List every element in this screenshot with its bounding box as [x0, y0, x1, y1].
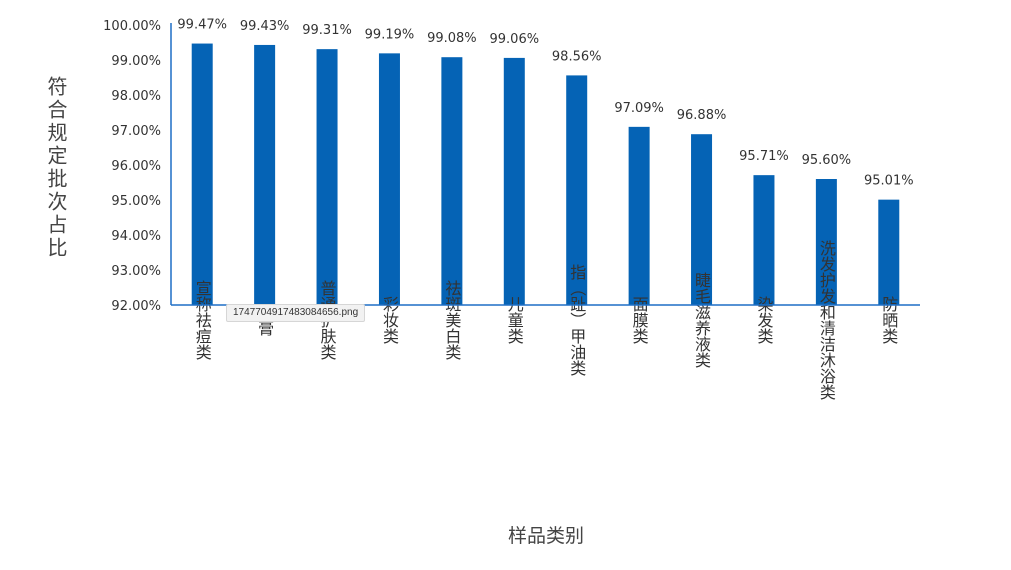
- category-labels: 宣称祛痘类牙膏普通护肤类彩妆类祛斑美白类儿童类指（趾）甲油类面膜类睫毛滋养液类染…: [193, 240, 899, 400]
- category-label: 儿童类: [505, 296, 524, 344]
- y-tick-label: 100.00%: [103, 19, 161, 34]
- bar: [503, 57, 525, 306]
- bar: [878, 199, 900, 305]
- data-label: 97.09%: [614, 101, 664, 116]
- bar: [566, 75, 588, 306]
- bar: [378, 53, 400, 305]
- category-label: 宣称祛痘类: [193, 280, 212, 360]
- y-tick-label: 99.00%: [111, 54, 161, 69]
- data-label: 95.71%: [739, 149, 789, 164]
- y-tick-label: 98.00%: [111, 89, 161, 104]
- y-tick-label: 96.00%: [111, 159, 161, 174]
- bar: [254, 44, 276, 305]
- data-label: 99.43%: [240, 19, 290, 34]
- bar: [815, 179, 837, 305]
- bar: [628, 126, 650, 305]
- bars: [191, 43, 900, 306]
- y-axis-ticks: 92.00% 93.00% 94.00% 95.00% 96.00% 97.00% 98.0…: [103, 19, 161, 314]
- data-label: 99.47%: [177, 18, 227, 33]
- bar: [191, 43, 213, 306]
- category-label: 睫毛滋养液类: [692, 272, 711, 368]
- bar: [753, 175, 775, 305]
- data-label: 99.08%: [427, 31, 477, 46]
- category-label: 染发类: [754, 296, 773, 344]
- bar: [441, 57, 463, 306]
- data-label: 95.60%: [802, 153, 852, 168]
- y-axis-title: 符合规定批次占比: [44, 76, 68, 260]
- category-label: 洗发护发和清洁沐浴类: [817, 240, 836, 400]
- category-label: 面膜类: [630, 296, 649, 344]
- data-label: 99.06%: [490, 32, 540, 47]
- y-tick-label: 94.00%: [111, 229, 161, 244]
- x-axis-title: 样品类别: [508, 525, 584, 547]
- y-tick-label: 92.00%: [111, 299, 161, 314]
- data-label: 99.19%: [365, 27, 415, 42]
- file-name-tooltip: 1747704917483084656.png: [226, 304, 366, 322]
- category-label: 指（趾）甲油类: [567, 264, 586, 376]
- y-tick-label: 93.00%: [111, 264, 161, 279]
- data-label: 95.01%: [864, 174, 914, 189]
- y-tick-label: 95.00%: [111, 194, 161, 209]
- bar: [691, 134, 713, 305]
- bar: [316, 49, 338, 306]
- data-label: 96.88%: [677, 108, 727, 123]
- category-label: 彩妆类: [380, 296, 399, 344]
- category-label: 防晒类: [879, 296, 898, 344]
- category-label: 祛斑美白类: [442, 280, 461, 360]
- data-labels: 99.47% 99.43% 99.31% 99.19% 99.08% 99.06% 98.5…: [177, 18, 913, 189]
- y-tick-label: 97.00%: [111, 124, 161, 139]
- data-label: 98.56%: [552, 49, 602, 64]
- data-label: 99.31%: [302, 23, 352, 38]
